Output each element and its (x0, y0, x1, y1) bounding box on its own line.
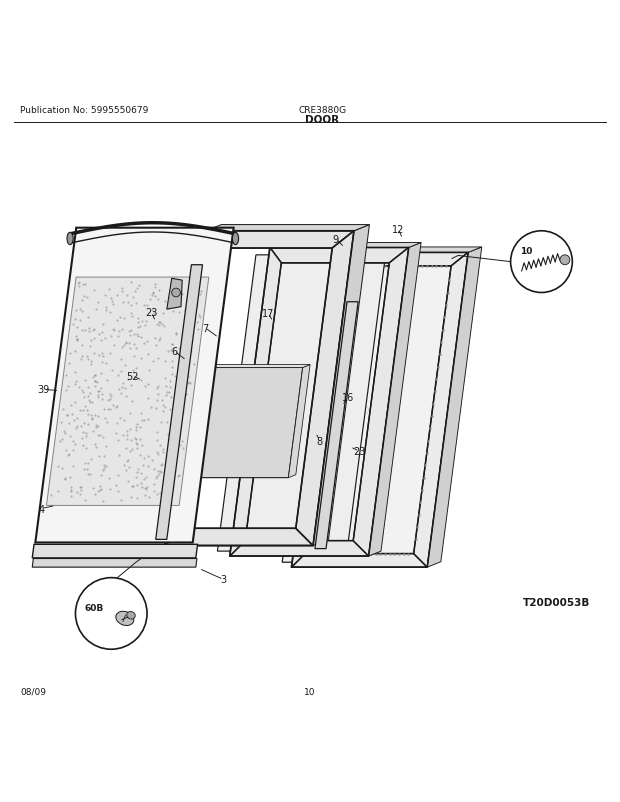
Polygon shape (353, 248, 409, 557)
Polygon shape (204, 365, 310, 368)
Text: 08/09: 08/09 (20, 687, 46, 695)
Text: eReplacementParts.com: eReplacementParts.com (238, 403, 382, 417)
Polygon shape (270, 248, 409, 264)
Polygon shape (282, 257, 454, 562)
Polygon shape (332, 253, 468, 266)
Polygon shape (288, 365, 310, 478)
Polygon shape (369, 243, 421, 557)
Text: 9: 9 (333, 234, 339, 245)
Text: 60B: 60B (84, 603, 104, 612)
Polygon shape (414, 253, 468, 568)
Polygon shape (32, 545, 198, 558)
Text: 16: 16 (342, 393, 355, 403)
Text: CRE3880G: CRE3880G (298, 107, 347, 115)
Polygon shape (230, 541, 369, 557)
Text: 7: 7 (202, 323, 208, 334)
Polygon shape (35, 229, 234, 543)
Text: 39: 39 (37, 385, 50, 395)
Text: 17: 17 (262, 309, 274, 318)
Text: 10: 10 (304, 687, 316, 695)
Ellipse shape (67, 233, 73, 245)
Polygon shape (46, 277, 209, 506)
Circle shape (172, 289, 180, 298)
Polygon shape (332, 248, 482, 253)
Ellipse shape (232, 233, 239, 245)
Polygon shape (291, 554, 427, 568)
Polygon shape (313, 225, 370, 546)
Text: 4: 4 (38, 504, 45, 514)
Circle shape (511, 232, 572, 293)
Polygon shape (165, 232, 219, 546)
Polygon shape (206, 232, 354, 249)
Text: 23: 23 (145, 308, 157, 318)
Text: 12: 12 (392, 225, 404, 235)
Polygon shape (315, 302, 358, 549)
Polygon shape (190, 368, 303, 478)
Polygon shape (230, 248, 281, 557)
Polygon shape (156, 265, 203, 540)
Text: 8: 8 (317, 436, 323, 446)
Polygon shape (296, 232, 354, 546)
Polygon shape (218, 256, 386, 552)
Circle shape (560, 256, 570, 265)
Polygon shape (291, 253, 342, 568)
Ellipse shape (116, 611, 134, 626)
Text: 52: 52 (126, 371, 138, 381)
Circle shape (76, 578, 147, 650)
Polygon shape (167, 279, 182, 310)
Ellipse shape (126, 612, 135, 619)
Text: DOOR: DOOR (305, 115, 339, 125)
Polygon shape (165, 529, 313, 546)
Text: 3: 3 (221, 575, 227, 585)
Text: Publication No: 5995550679: Publication No: 5995550679 (20, 107, 148, 115)
Polygon shape (206, 225, 370, 232)
Text: T20D0053B: T20D0053B (523, 597, 590, 607)
Polygon shape (32, 559, 197, 568)
Polygon shape (270, 243, 421, 248)
Text: 6: 6 (171, 346, 177, 357)
Polygon shape (427, 248, 482, 568)
Text: 10: 10 (520, 247, 532, 256)
Text: 23: 23 (353, 447, 366, 456)
